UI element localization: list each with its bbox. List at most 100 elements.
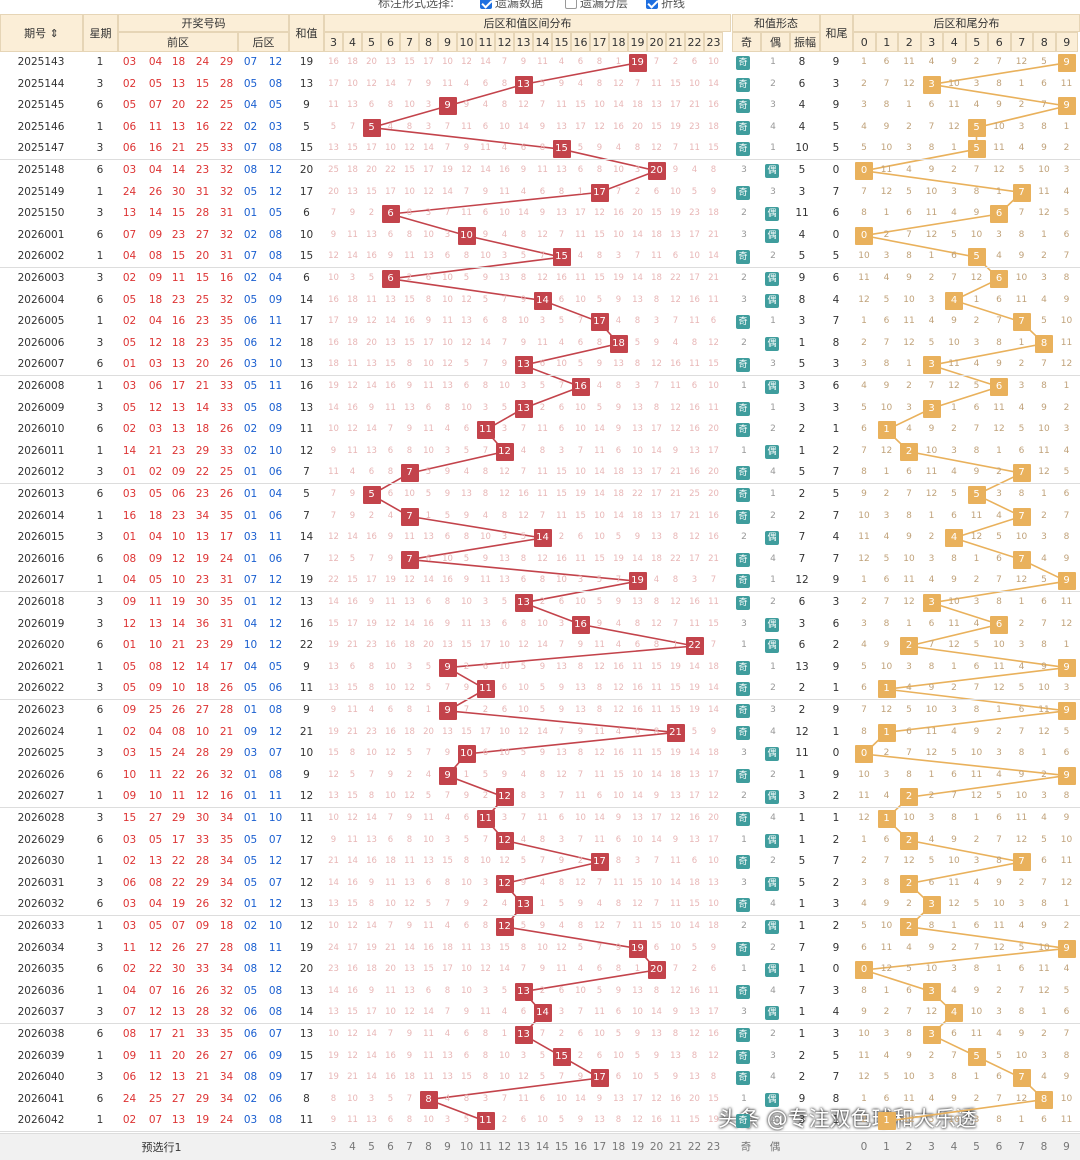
tail-miss: 12: [970, 273, 983, 283]
footer-sum-col[interactable]: 14: [535, 1141, 550, 1153]
sum-miss: 11: [347, 445, 358, 456]
sum-miss: 18: [347, 337, 358, 348]
tail-miss: 3: [861, 618, 867, 629]
footer-sum-col[interactable]: 18: [611, 1141, 626, 1153]
header-sum: 和值: [289, 14, 324, 52]
front-ball: 16: [219, 272, 234, 284]
front-ball: 13: [195, 531, 210, 544]
issue-cell: 2026040: [17, 1071, 65, 1084]
header-issue[interactable]: 期号 ⇕: [0, 14, 83, 52]
footer-tail-col[interactable]: 2: [905, 1141, 913, 1153]
sum-miss: 7: [387, 813, 394, 823]
issue-cell: 2026034: [17, 941, 65, 954]
tail-hit: 0: [855, 226, 873, 245]
front-ball: 30: [171, 185, 186, 198]
sum-miss: 7: [406, 78, 413, 89]
footer-sum-col[interactable]: 7: [406, 1141, 413, 1153]
sum-miss: 9: [520, 337, 527, 348]
back-ball: 09: [243, 725, 258, 738]
sum-miss: 21: [689, 100, 700, 111]
week-cell: 6: [96, 704, 104, 716]
tail-miss: 7: [1041, 877, 1047, 888]
sum-miss: 24: [328, 942, 339, 953]
footer-odd[interactable]: 奇: [740, 1141, 752, 1153]
sum-miss: 6: [425, 985, 432, 996]
sum-cell: 22: [299, 639, 314, 652]
tail-miss: 7: [973, 683, 980, 694]
footer-sum-col[interactable]: 13: [516, 1141, 531, 1153]
footer-tail-col[interactable]: 9: [1063, 1141, 1070, 1153]
issue-cell: 2026009: [17, 401, 65, 414]
checkbox-icon[interactable]: [565, 0, 577, 9]
footer-tail-col[interactable]: 6: [995, 1141, 1003, 1153]
sum-miss: 8: [520, 942, 527, 953]
tail-miss: 11: [925, 726, 938, 737]
front-ball: 23: [171, 228, 186, 241]
sum-cell: 19: [299, 56, 314, 68]
tail-miss: 3: [861, 877, 867, 888]
footer-sum-col[interactable]: 4: [349, 1141, 356, 1153]
issue-cell: 2025146: [17, 120, 65, 133]
checkbox-icon[interactable]: [480, 0, 492, 9]
front-ball: 33: [195, 963, 210, 976]
footer-sum-col[interactable]: 5: [368, 1141, 375, 1153]
back-ball: 01: [243, 552, 258, 565]
back-ball: 09: [268, 423, 283, 436]
tail-miss: 1: [928, 251, 935, 262]
footer-sum-col[interactable]: 6: [387, 1141, 394, 1153]
footer-sum-col[interactable]: 21: [668, 1141, 683, 1153]
footer-tail-col[interactable]: 5: [973, 1141, 980, 1153]
front-ball: 10: [171, 574, 186, 587]
issue-cell: 2026037: [17, 1006, 65, 1019]
footer-sum-col[interactable]: 15: [554, 1141, 569, 1153]
issue-cell: 2026012: [17, 466, 65, 479]
footer-sum-col[interactable]: 3: [330, 1141, 337, 1153]
footer-sum-col[interactable]: 17: [592, 1141, 607, 1153]
footer-sum-col[interactable]: 20: [649, 1141, 664, 1153]
tail-miss: 5: [1063, 467, 1070, 478]
sum-cell: 17: [299, 185, 314, 198]
option-miss-layer[interactable]: 遗漏分层: [565, 0, 628, 9]
tail-miss: 7: [996, 316, 1002, 327]
sum-miss: 11: [442, 78, 453, 89]
front-ball: 23: [171, 509, 186, 522]
tail-miss: 7: [1041, 359, 1047, 370]
tail-miss: 5: [906, 964, 912, 975]
back-ball: 07: [243, 56, 258, 68]
footer-sum-col[interactable]: 10: [459, 1141, 474, 1153]
footer-tail-col[interactable]: 8: [1040, 1141, 1048, 1153]
sum-hit: 12: [495, 831, 514, 850]
footer-sum-col[interactable]: 23: [706, 1141, 721, 1153]
checkbox-icon[interactable]: [646, 0, 658, 9]
issue-cell: 2026007: [17, 358, 65, 371]
header-front: 前区: [118, 32, 238, 52]
footer-sum-col[interactable]: 22: [687, 1141, 702, 1153]
front-ball: 27: [195, 704, 210, 716]
footer-tail-col[interactable]: 7: [1018, 1141, 1025, 1153]
sum-miss: 11: [480, 1007, 491, 1018]
tail-miss: 8: [973, 445, 980, 456]
footer-sum-col[interactable]: 12: [497, 1141, 512, 1153]
tail-miss: 8: [951, 813, 957, 823]
option-polyline[interactable]: 折线: [646, 0, 685, 9]
option-miss-data[interactable]: 遗漏数据: [480, 0, 543, 9]
footer-even[interactable]: 偶: [769, 1141, 781, 1153]
tail-miss: 3: [1063, 165, 1070, 175]
footer-sum-col[interactable]: 8: [425, 1141, 432, 1153]
footer-sum-col[interactable]: 9: [444, 1141, 451, 1153]
tail-miss: 4: [861, 899, 867, 910]
sum-miss: 5: [691, 186, 698, 197]
footer-sum-col[interactable]: 16: [573, 1141, 588, 1153]
sum-miss: 11: [385, 597, 396, 607]
front-ball: 17: [148, 1028, 163, 1040]
sum-miss: 8: [653, 985, 660, 996]
footer-tail-col[interactable]: 4: [950, 1141, 958, 1153]
footer-tail-col[interactable]: 1: [883, 1141, 890, 1153]
sum-miss: 10: [385, 661, 396, 672]
footer-tail-col[interactable]: 0: [860, 1141, 868, 1153]
footer-tail-col[interactable]: 3: [928, 1141, 935, 1153]
footer-sum-col[interactable]: 11: [478, 1141, 493, 1153]
sum-miss: 13: [689, 834, 700, 845]
footer-sum-col[interactable]: 19: [630, 1141, 645, 1153]
tail-miss: 3: [1041, 1050, 1047, 1061]
